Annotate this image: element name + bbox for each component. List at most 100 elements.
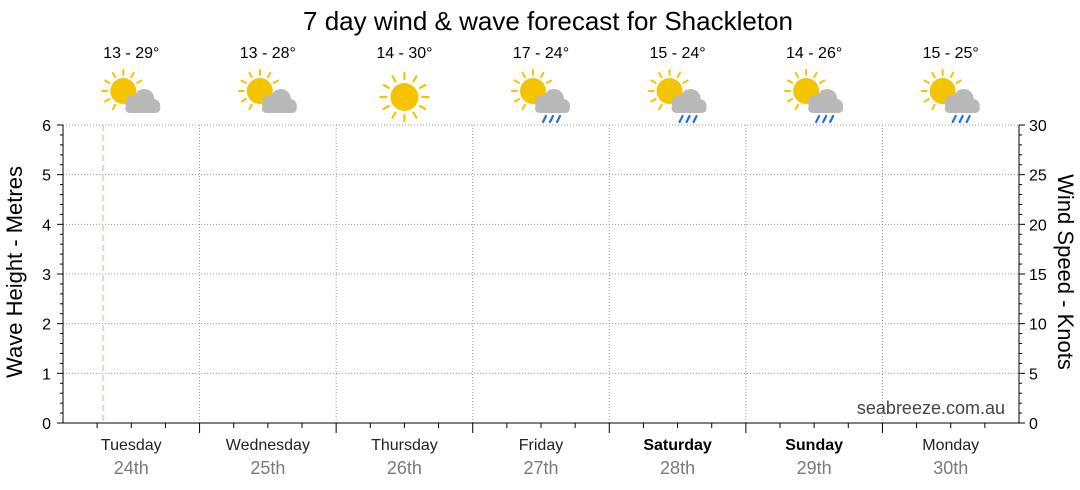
temperature-label: 14 - 26°: [786, 45, 842, 62]
weather-icons: [101, 69, 980, 124]
rain-drop: [541, 114, 548, 124]
sun-ray: [130, 71, 135, 79]
left-tick-label: 4: [42, 217, 51, 234]
temperature-label: 15 - 25°: [923, 45, 979, 62]
rain-drop: [692, 114, 698, 124]
temperature-labels: 13 - 29° 13 - 28° 14 - 30° 17 - 24° 15 - 24°…: [103, 45, 979, 62]
showers-icon: [920, 69, 980, 124]
cloud: [808, 89, 844, 113]
day-name-label: Monday: [922, 437, 979, 454]
sun-ray: [111, 71, 117, 79]
sun-ray: [955, 79, 962, 84]
sun-ray: [650, 79, 657, 84]
left-tick-label: 6: [42, 118, 51, 135]
left-axis-ticks: 0 1 2 3 4 5 6: [42, 118, 63, 433]
showers-icon: [784, 69, 844, 124]
cloud-base: [261, 104, 297, 113]
sun-ray: [682, 79, 689, 84]
sun-ray: [931, 71, 936, 79]
cloud-base: [125, 104, 161, 113]
sun-ray: [949, 71, 955, 79]
right-tick-label: 0: [1029, 416, 1038, 433]
sun-ray: [382, 104, 390, 111]
cloud: [671, 89, 707, 113]
showers-icon: [647, 69, 707, 124]
left-tick-label: 0: [42, 416, 51, 433]
right-tick-label: 20: [1029, 217, 1047, 234]
temperature-label: 15 - 24°: [649, 45, 705, 62]
sun-ray: [391, 75, 397, 83]
sun-ray: [266, 71, 272, 79]
temperature-label: 14 - 30°: [376, 45, 432, 62]
cloud: [261, 89, 297, 113]
day-labels: Tuesday 24th Wednesday 25th Thursday 26th Frid…: [101, 437, 979, 478]
rain-drop: [555, 114, 562, 124]
showers-icon: [511, 69, 570, 124]
sun-ray: [650, 98, 657, 103]
rain-drop: [829, 114, 835, 124]
sun-ray: [272, 79, 280, 84]
sun-ray: [104, 98, 111, 103]
right-tick-label: 30: [1029, 118, 1047, 135]
partly-cloudy-icon: [101, 69, 161, 113]
axes-layer: [62, 125, 1020, 433]
left-tick-label: 1: [42, 366, 51, 383]
sun-ray: [391, 111, 397, 119]
day-date-label: 26th: [387, 458, 422, 478]
cloud-base: [671, 104, 707, 113]
right-tick-label: 5: [1029, 366, 1038, 383]
sun-ray: [786, 98, 794, 103]
cloud-base: [808, 104, 844, 113]
sun-ray: [545, 79, 553, 84]
sun-ray: [658, 103, 663, 111]
right-tick-label: 25: [1029, 168, 1047, 185]
day-name-label: Thursday: [371, 437, 438, 454]
cloud: [125, 89, 161, 113]
sun-ray: [931, 103, 936, 111]
sun-ray: [540, 71, 545, 79]
day-date-label: 27th: [523, 458, 558, 478]
rain-drop: [958, 114, 964, 124]
sun-ray: [923, 79, 930, 84]
partly-cloudy-icon: [237, 69, 297, 113]
temperature-label: 13 - 28°: [240, 45, 296, 62]
day-name-label: Sunday: [785, 437, 843, 454]
sun-ray: [111, 103, 117, 111]
left-tick-label: 5: [42, 168, 51, 185]
rain-drop: [822, 114, 828, 124]
sun-ray: [418, 83, 427, 90]
sun-ray: [794, 103, 800, 111]
sun-ray: [923, 98, 930, 103]
rain-drop: [951, 114, 957, 124]
sun-ray: [412, 111, 418, 119]
cloud-base: [535, 104, 570, 113]
sun-ray: [418, 104, 427, 111]
day-date-label: 25th: [250, 458, 285, 478]
sun-ray: [658, 71, 663, 79]
watermark: seabreeze.com.au: [857, 398, 1005, 418]
day-name-label: Tuesday: [101, 437, 162, 454]
rain-drop: [815, 114, 821, 124]
sun-ray: [513, 98, 521, 103]
right-axis-ticks: 0 5 10 15 20 25 30: [1019, 118, 1047, 433]
sun-ray: [676, 71, 682, 79]
day-date-label: 30th: [933, 458, 968, 478]
left-tick-label: 2: [42, 317, 51, 334]
temperature-label: 13 - 29°: [103, 45, 159, 62]
sun-ray: [382, 83, 390, 90]
sun-ray: [813, 71, 818, 79]
right-axis-title: Wind Speed - Knots: [1053, 174, 1078, 370]
sun-ray: [521, 103, 526, 111]
grid-layer: [63, 124, 1019, 423]
day-date-label: 29th: [797, 458, 832, 478]
day-date-label: 28th: [660, 458, 695, 478]
rain-drop: [965, 114, 971, 124]
left-tick-label: 3: [42, 267, 51, 284]
sun-ray: [786, 79, 794, 84]
sun-disc: [390, 83, 419, 111]
sun-ray: [818, 79, 826, 84]
sun-ray: [521, 71, 526, 79]
cloud-base: [944, 104, 980, 113]
